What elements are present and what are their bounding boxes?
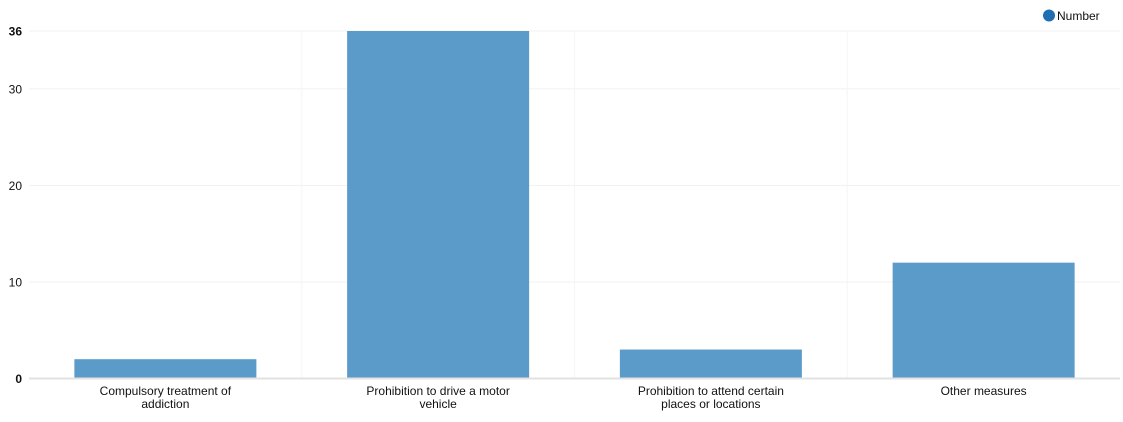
bar[interactable] (619, 349, 802, 379)
x-tick-label-line: Prohibition to attend certain (638, 384, 784, 398)
x-tick-label-line: vehicle (419, 397, 457, 411)
x-tick-label-line: addiction (141, 397, 189, 411)
bars (74, 31, 1075, 379)
y-tick-label: 36 (9, 25, 23, 39)
x-tick-label: Compulsory treatment of addiction (100, 384, 232, 411)
x-tick-label: Other measures (941, 384, 1027, 398)
x-tick-label-line: Other measures (941, 384, 1027, 398)
bar[interactable] (892, 262, 1075, 379)
x-tick-label-line: Prohibition to drive a motor (366, 384, 509, 398)
y-tick-label: 20 (9, 179, 23, 193)
x-tick-label: Prohibition to attend certain places or l… (638, 384, 784, 411)
legend-label: Number (1057, 9, 1100, 23)
x-tick-label: Prohibition to drive a motor vehicle (366, 384, 509, 411)
axes: 0 10 20 30 36 Compulsory treatment of addictio… (9, 25, 1120, 411)
x-tick-label-line: Compulsory treatment of (100, 384, 232, 398)
x-tick-label-line: places or locations (661, 397, 760, 411)
y-tick-label: 10 (9, 275, 23, 289)
y-tick-label: 30 (9, 82, 23, 96)
bar[interactable] (74, 359, 257, 379)
legend[interactable]: Number (1043, 9, 1100, 23)
y-tick-label: 0 (15, 372, 22, 386)
bar[interactable] (347, 31, 530, 379)
legend-marker (1043, 9, 1055, 22)
